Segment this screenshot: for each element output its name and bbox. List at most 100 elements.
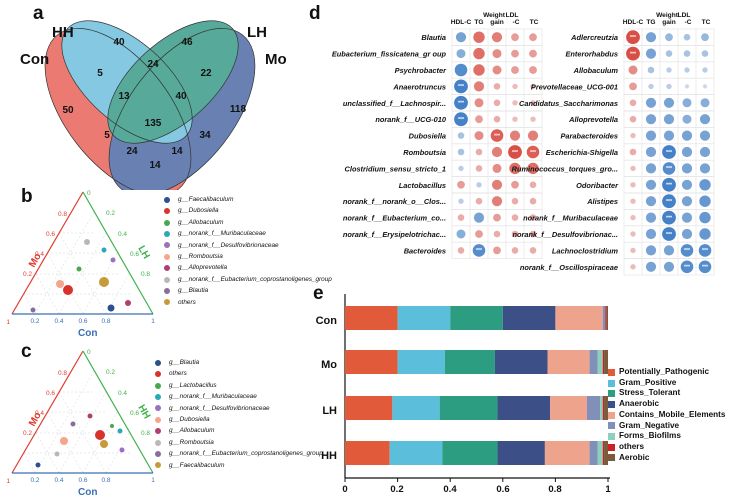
legend-label: others bbox=[169, 370, 187, 378]
ternary-b-point-others bbox=[99, 277, 109, 287]
legend-item: g__norank_f__Eubacterium_coprostanoligen… bbox=[155, 448, 323, 459]
heatmap-cell bbox=[511, 230, 519, 238]
heatmap-cell bbox=[512, 116, 518, 122]
bar-xtick-0: 0 bbox=[342, 484, 347, 495]
venn-set-lh: LH bbox=[247, 24, 267, 41]
legend-label: g__Faecalibaculum bbox=[178, 196, 234, 203]
ternary-c-tick-right-0.8: 0.8 bbox=[141, 430, 150, 437]
heatmap-cell bbox=[473, 31, 485, 43]
heatmap-cell bbox=[645, 32, 657, 43]
ternary-b-point-eubacterium bbox=[84, 239, 90, 245]
bar-legend: Potentially_Pathogenic Gram_Positive Str… bbox=[608, 367, 725, 463]
ternary-b-tick-right-0.6: 0.6 bbox=[130, 251, 139, 258]
ternary-b-tick-left-0.8: 0.8 bbox=[58, 211, 67, 218]
heatmap-cell bbox=[699, 211, 711, 224]
heatmap-cell bbox=[475, 148, 483, 156]
legend-item: g__Allobaculum bbox=[164, 217, 332, 228]
ternary-b-tick-right-0.8: 0.8 bbox=[141, 271, 150, 278]
bar-segment-con-others bbox=[605, 306, 607, 330]
heatmap-row-label: Dubosiella bbox=[409, 132, 446, 141]
legend-label: g__Allobaculum bbox=[169, 427, 215, 435]
legend-label: Potentially_Pathogenic bbox=[619, 367, 710, 376]
heatmap-cell bbox=[491, 196, 503, 207]
heatmap-cell bbox=[457, 180, 465, 189]
ternary-c-tick-right-0.6: 0.6 bbox=[130, 410, 139, 417]
bar-category-mo: Mo bbox=[321, 359, 337, 371]
bar-segment-mo-gram-negative bbox=[589, 350, 598, 374]
heatmap-row-label: Allobaculum bbox=[573, 66, 619, 75]
bar-segment-hh-others bbox=[602, 441, 605, 465]
heatmap-cell bbox=[645, 163, 657, 174]
venn-set-hh: HH bbox=[52, 24, 74, 41]
panel-label-c: c bbox=[21, 341, 32, 362]
ternary-c-tick-left-0.6: 0.6 bbox=[46, 390, 55, 397]
heatmap-cell bbox=[492, 49, 502, 59]
heatmap-right-header-hdl: HDL-C bbox=[623, 19, 644, 26]
heatmap-cell bbox=[457, 148, 465, 156]
legend-label: g__norank_f__Muribaculaceae bbox=[169, 393, 257, 401]
significance-stars: *** bbox=[530, 150, 537, 156]
ternary-b-point-romboutsia bbox=[56, 280, 64, 288]
bar-segment-hh-aerobic bbox=[604, 441, 608, 465]
legend-item: Aerobic bbox=[608, 453, 725, 464]
heatmap-cell bbox=[455, 32, 467, 43]
ternary-b-point-faecalibaculum bbox=[107, 304, 115, 312]
heatmap-right-header-c: -C bbox=[685, 19, 692, 26]
legend-swatch bbox=[155, 359, 161, 366]
legend-item: g__norank_f__Muribaculaceae bbox=[155, 391, 323, 402]
significance-stars: *** bbox=[458, 84, 465, 90]
ternary-c-tick-right-0: 0 bbox=[87, 349, 91, 356]
heatmap-cell bbox=[529, 230, 537, 238]
bar-segment-lh-potentially-pathogenic bbox=[345, 396, 393, 420]
heatmap-right-header-tg: TG bbox=[646, 19, 655, 26]
significance-stars: *** bbox=[702, 265, 709, 271]
heatmap-cell bbox=[645, 212, 657, 223]
heatmap-cell bbox=[630, 214, 636, 221]
bar-segment-lh-anaerobic bbox=[497, 396, 551, 420]
heatmap-cell bbox=[493, 230, 501, 238]
heatmap-cell bbox=[700, 98, 710, 108]
bar-category-hh: HH bbox=[321, 450, 337, 462]
venn-set-con: Con bbox=[20, 51, 49, 68]
legend-item: Anaerobic bbox=[608, 399, 725, 410]
heatmap-cell bbox=[493, 246, 501, 255]
heatmap-row-label: Parabacteroides bbox=[560, 132, 618, 141]
ternary-c-tick-left-0.8: 0.8 bbox=[58, 370, 67, 377]
heatmap-cell bbox=[492, 163, 502, 173]
heatmap-cell bbox=[699, 114, 711, 125]
significance-stars: *** bbox=[666, 150, 673, 156]
heatmap-cell bbox=[511, 49, 519, 58]
heatmap-left-header-weight: Weight bbox=[483, 12, 506, 19]
ternary-b-axis-con: Con bbox=[78, 328, 97, 339]
heatmap-cell bbox=[681, 196, 693, 207]
heatmap-row-label: Alistipes bbox=[586, 197, 618, 206]
heatmap-row-label: Clostridium_sensu_stricto_1 bbox=[345, 164, 446, 173]
heatmap-left-header-ldl: LDL bbox=[506, 12, 519, 19]
heatmap-row-label: Lactobacillus bbox=[399, 181, 446, 190]
panel-label-a: a bbox=[33, 3, 44, 24]
bar-segment-hh-stress-tolerant bbox=[442, 441, 498, 465]
legend-item: others bbox=[155, 368, 323, 379]
heatmap-right-block: Adlercreutzia *** Enterorhabdus *** Allobacu… bbox=[512, 28, 715, 276]
heatmap-cell bbox=[663, 261, 675, 272]
heatmap-cell bbox=[457, 247, 465, 254]
heatmap-cell bbox=[666, 83, 672, 90]
heatmap-cell bbox=[530, 100, 536, 106]
heatmap-row-label: norank_f__Erysipelotrichac... bbox=[343, 230, 446, 239]
heatmap-cell bbox=[645, 114, 657, 125]
heatmap-cell bbox=[475, 197, 483, 205]
ternary-c-tick-left-1: 1 bbox=[6, 478, 10, 485]
heatmap-cell bbox=[509, 162, 521, 175]
heatmap-cell bbox=[630, 165, 636, 172]
legend-label: g__Romboutsia bbox=[178, 253, 223, 261]
heatmap-cell bbox=[645, 228, 657, 240]
ternary-c-tick-right-0.4: 0.4 bbox=[118, 390, 127, 397]
venn-diagram: Con HH LH Mo 50 40 46 118 5 24 22 13 40 … bbox=[20, 20, 287, 190]
heatmap-cell bbox=[665, 33, 673, 42]
bar-marks bbox=[345, 306, 608, 465]
heatmap-cell bbox=[511, 247, 519, 254]
heatmap-cell bbox=[645, 48, 657, 59]
legend-item: g__Blautia bbox=[155, 357, 323, 368]
heatmap-cell bbox=[629, 82, 637, 91]
venn-count-hh-lh: 24 bbox=[147, 59, 159, 70]
